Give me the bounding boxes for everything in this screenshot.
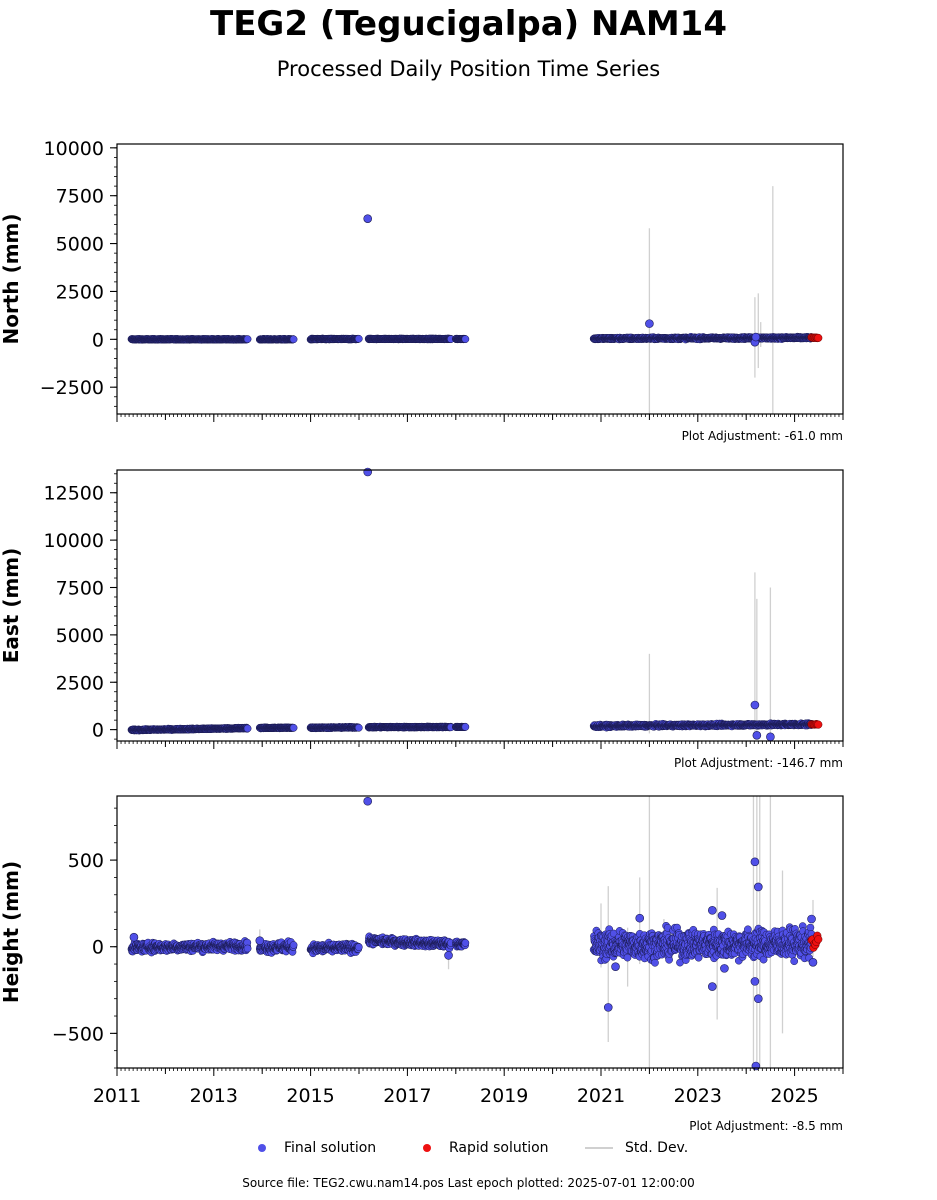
data-point-rapid [814,333,823,342]
data-point-rapid [814,720,823,729]
y-axis-label: North (mm) [0,213,23,344]
data-point-final [243,724,252,733]
y-tick-label: 12500 [44,483,104,505]
data-point-final [289,941,298,949]
data-point-outlier [750,700,760,710]
data-point-final [354,723,363,732]
data-point-outlier [751,332,761,342]
chart-panel-2: 0 2500 5000 7500 10000 12500 East (mm) Plot Adj… [0,467,844,770]
data-point-outlier [766,732,775,742]
y-tick-label: 10000 [44,530,104,552]
y-tick-label: 7500 [56,186,104,208]
y-tick-label: 5000 [56,625,104,647]
y-tick-label: 10000 [44,138,104,160]
plot-frame [116,469,844,742]
y-tick-label: 5000 [56,234,104,256]
y-tick-label: 0 [92,720,104,742]
plot-adjustment-note: Plot Adjustment: -146.7 mm [674,756,843,770]
data-point-final [354,334,363,343]
plot-frame [116,143,844,415]
plot-adjustment-note: Plot Adjustment: -61.0 mm [682,429,843,443]
data-point-outlier [363,467,373,477]
data-point-final [289,723,298,732]
y-tick-label: 0 [92,329,104,351]
data-point-final [243,944,252,953]
data-point-final [243,335,252,343]
y-tick-label: 2500 [56,281,104,303]
y-tick-label: 7500 [56,577,104,599]
data-point-outlier [645,319,654,328]
data-point-final [461,723,470,731]
y-tick-label: −2500 [40,377,104,399]
data-point-outlier [752,731,762,740]
data-point-final [461,335,470,343]
y-axis-label: East (mm) [0,548,23,664]
data-point-outlier [363,214,373,223]
chart-panel-1: −2500 0 2500 5000 7500 10000 North (mm) Plot Ad… [0,138,844,443]
data-point-final [289,335,298,344]
y-tick-label: 2500 [56,672,104,694]
